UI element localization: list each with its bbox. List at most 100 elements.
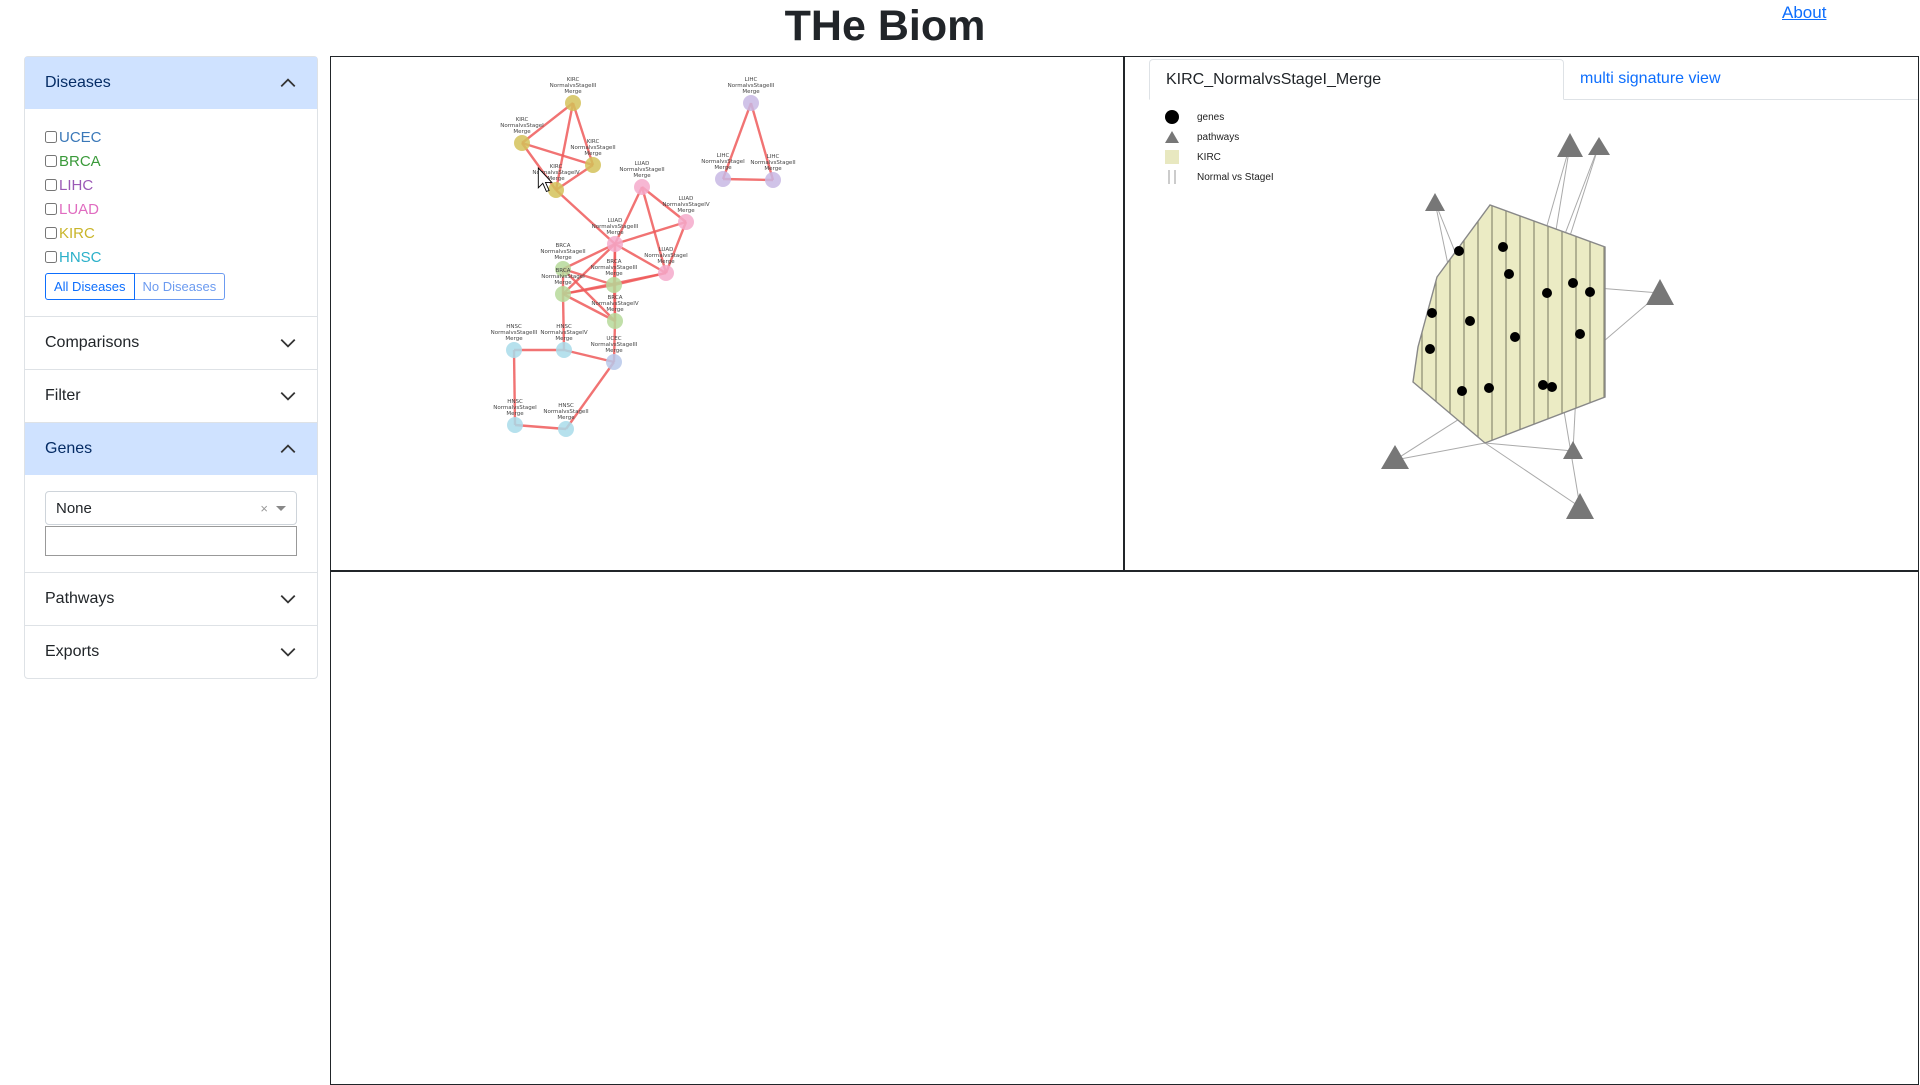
network-node-circle[interactable] <box>507 417 523 433</box>
disease-item-kirc[interactable]: KIRC <box>45 221 297 245</box>
signature-network-panel: KIRC NormalvsStageIII Merge KIRC NormalvsSta… <box>330 56 1124 571</box>
network-node-label: Merge <box>742 89 760 95</box>
network-node-label: LUAD <box>608 218 623 224</box>
chevron-down-icon <box>280 338 296 348</box>
network-node-circle[interactable] <box>556 342 572 358</box>
network-edge <box>562 292 616 323</box>
network-node-label: NormalvsStageI <box>500 123 544 129</box>
network-node-label: Merge <box>584 151 602 157</box>
network-node-circle[interactable] <box>658 265 674 281</box>
gene-table-panel <box>330 571 1919 1085</box>
genes-header[interactable]: Genes <box>25 423 317 475</box>
network-node-label: NormalvsStageIV <box>532 170 580 176</box>
disease-checkbox[interactable] <box>45 251 57 263</box>
disease-item-brca[interactable]: BRCA <box>45 149 297 173</box>
diseases-label: Diseases <box>45 74 111 91</box>
gene-select-value: None <box>56 499 92 517</box>
network-edges <box>512 102 775 431</box>
network-node-circle[interactable] <box>765 172 781 188</box>
network-node-label: NormalvsStageII <box>570 145 616 151</box>
comparisons-section: Comparisons <box>25 317 317 370</box>
network-node-circle[interactable] <box>743 95 759 111</box>
network-node-label: Merge <box>677 208 695 214</box>
caret-down-icon[interactable] <box>276 505 286 511</box>
pathways-header[interactable]: Pathways <box>25 573 317 625</box>
network-node-circle[interactable] <box>715 171 731 187</box>
disease-item-ucec[interactable]: UCEC <box>45 125 297 149</box>
network-node-label: NormalvsStageIV <box>591 301 639 307</box>
no-diseases-button[interactable]: No Diseases <box>134 273 226 300</box>
chevron-up-icon <box>280 444 296 454</box>
network-node-circle[interactable] <box>607 313 623 329</box>
network-node-label: Merge <box>714 165 732 171</box>
network-edge <box>562 267 615 287</box>
page-title: THe Biom <box>784 2 986 50</box>
network-node-circle[interactable] <box>506 342 522 358</box>
all-diseases-button[interactable]: All Diseases <box>45 273 135 300</box>
tab-signature[interactable]: KIRC_NormalvsStageI_Merge <box>1149 59 1564 100</box>
clear-icon[interactable]: × <box>260 500 268 516</box>
legend-comparison-label: Normal vs StageI <box>1197 171 1274 183</box>
network-node-circle[interactable] <box>555 286 571 302</box>
network-node-circle[interactable] <box>555 261 571 277</box>
network-node-circle[interactable] <box>606 277 622 293</box>
network-node-label: NormalvsStageII <box>619 167 665 173</box>
exports-header[interactable]: Exports <box>25 626 317 678</box>
disease-item-luad[interactable]: LUAD <box>45 197 297 221</box>
disease-checkbox[interactable] <box>45 131 57 143</box>
disease-checkbox[interactable] <box>45 179 57 191</box>
disease-checkbox[interactable] <box>45 203 57 215</box>
disease-checkbox[interactable] <box>45 155 57 167</box>
network-node-circle[interactable] <box>548 182 564 198</box>
disease-hull <box>1412 204 1606 444</box>
network-node-circle[interactable] <box>558 421 574 437</box>
about-link[interactable]: About <box>1782 3 1827 22</box>
network-node-circle[interactable] <box>678 214 694 230</box>
gene-search-input[interactable] <box>45 526 297 556</box>
network-node-label: NormalvsStageII <box>543 409 589 415</box>
network-node-circle[interactable] <box>606 354 622 370</box>
comparisons-header[interactable]: Comparisons <box>25 317 317 369</box>
network-node-circle[interactable] <box>585 157 601 173</box>
network-node-label: Merge <box>606 307 624 313</box>
network-node-circle[interactable] <box>514 135 530 151</box>
tab-multi-signature-view[interactable]: multi signature view <box>1580 70 1721 87</box>
network-node-label: Merge <box>513 129 531 135</box>
diseases-header[interactable]: Diseases <box>25 57 317 109</box>
network-node-circle[interactable] <box>565 95 581 111</box>
filter-header[interactable]: Filter <box>25 370 317 422</box>
disease-item-lihc[interactable]: LIHC <box>45 173 297 197</box>
network-edge <box>521 141 594 167</box>
network-edge <box>521 102 574 144</box>
network-node-circle[interactable] <box>634 179 650 195</box>
signature-network-graph[interactable]: KIRCNormalvsStageIIIMergeKIRCNormalvsSta… <box>331 57 1123 570</box>
network-edge <box>721 102 753 180</box>
network-edge <box>555 189 616 245</box>
disease-item-hnsc[interactable]: HNSC <box>45 245 297 269</box>
gene-select[interactable]: None × <box>45 491 297 525</box>
disease-label: HNSC <box>59 248 102 266</box>
disease-checkbox[interactable] <box>45 227 57 239</box>
signature-detail-panel: KIRC_NormalvsStageI_Merge multi signatur… <box>1124 56 1919 571</box>
network-node-circle[interactable] <box>607 236 623 252</box>
